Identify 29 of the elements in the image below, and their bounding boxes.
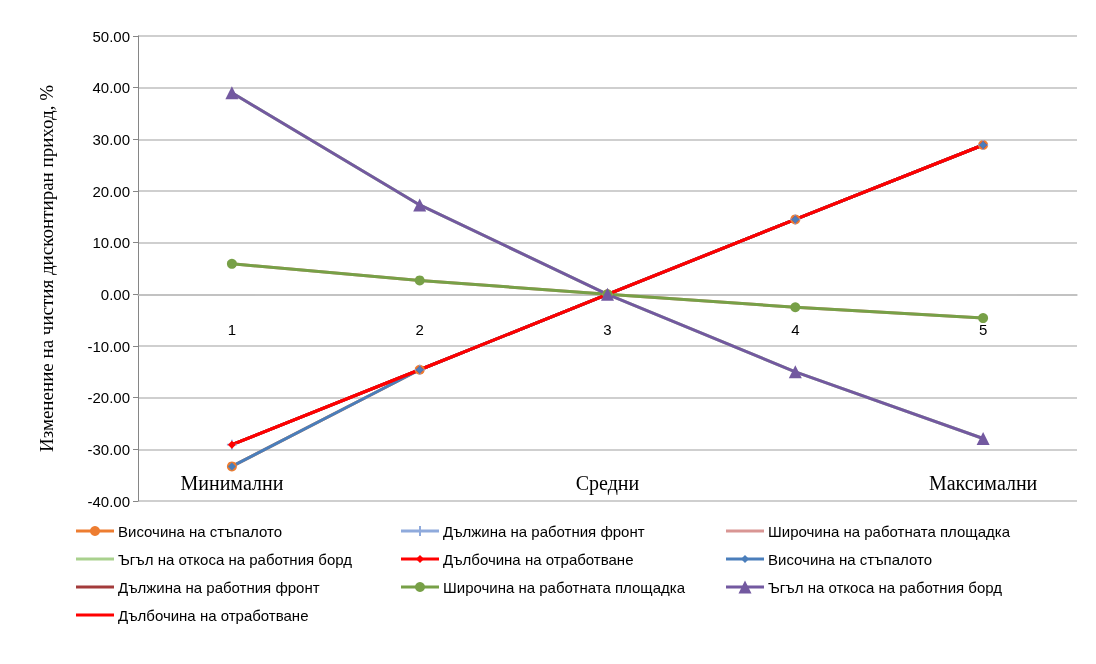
x-tick-label: 2	[415, 321, 424, 339]
legend-label: Дълбочина на отработване	[443, 550, 634, 568]
annotation: Максимални	[928, 472, 1038, 494]
y-tick-label: 30.00	[92, 130, 130, 148]
legend-label: Широчина на работната площадка	[443, 578, 686, 596]
legend-label: Дълбочина на отработване	[118, 606, 309, 624]
legend-label: Широчина на работната площадка	[768, 522, 1011, 540]
y-tick-label: -40.00	[87, 492, 130, 510]
legend-label: Височина на стъпалото	[118, 522, 283, 540]
legend-label: Дължина на работния фронт	[118, 578, 320, 596]
legend-label: Ъгъл на откоса на работния борд	[768, 578, 1003, 596]
y-tick-label: 50.00	[92, 27, 130, 45]
x-tick-label: 1	[227, 321, 237, 339]
legend-label: Височина на стъпалото	[768, 550, 933, 568]
y-tick-label: 40.00	[92, 79, 130, 97]
legend-label: Ъгъл на откоса на работния борд	[118, 550, 353, 568]
x-tick-label: 3	[603, 321, 612, 339]
legend-label: Дължина на работния фронт	[443, 522, 645, 540]
y-tick-label: -30.00	[87, 440, 130, 458]
annotation: Минимални	[180, 472, 284, 494]
annotation: Средни	[575, 472, 640, 495]
y-tick-label: 20.00	[92, 182, 130, 200]
y-tick-label: 0.00	[100, 285, 130, 303]
x-tick-label: 4	[791, 321, 800, 339]
x-tick-label: 5	[978, 321, 988, 339]
y-tick-label: -20.00	[87, 389, 130, 407]
y-tick-label: -10.00	[87, 337, 130, 355]
y-axis-title: Изменение на чистия дисконтиран приход, %	[36, 84, 57, 453]
y-tick-label: 10.00	[92, 234, 130, 252]
